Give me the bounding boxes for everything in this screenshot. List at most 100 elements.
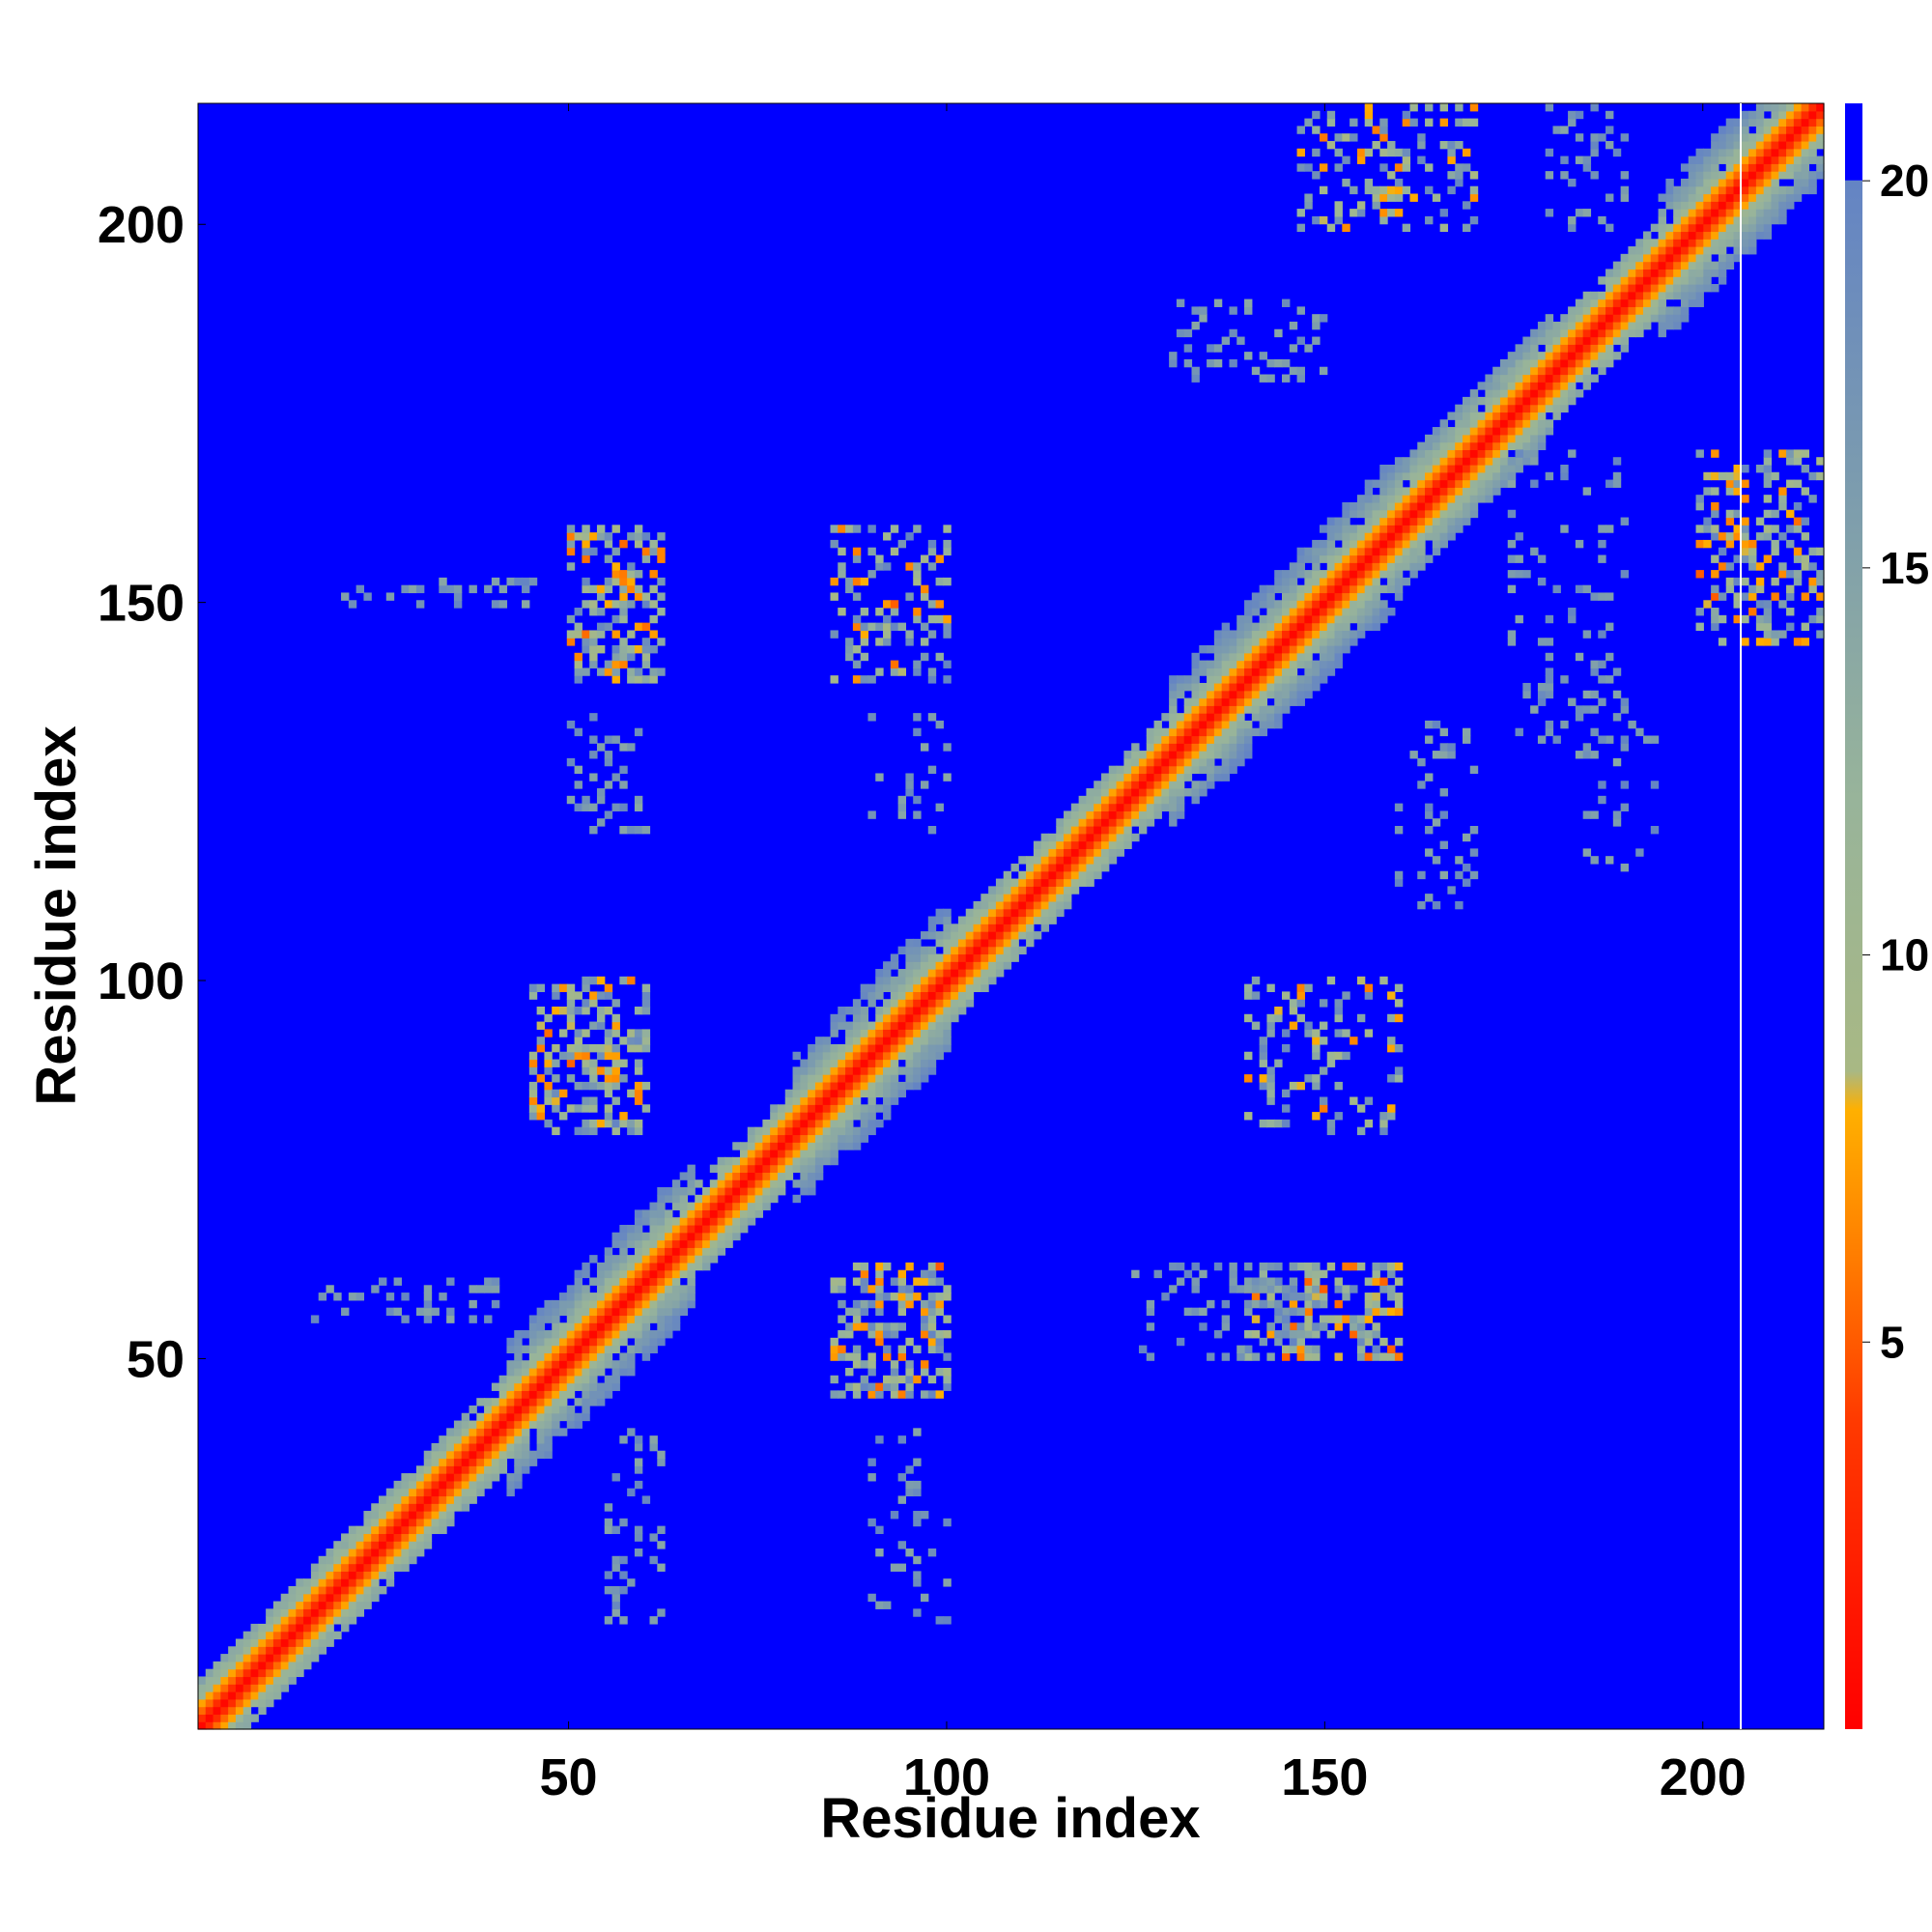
- heatmap-cell: [1191, 690, 1200, 699]
- heatmap-cell: [1289, 1293, 1298, 1301]
- heatmap-cell: [1086, 818, 1094, 827]
- heatmap-cell: [921, 1269, 929, 1279]
- heatmap-cell: [838, 1074, 846, 1083]
- heatmap-cell: [566, 539, 576, 549]
- heatmap-cell: [634, 1480, 643, 1490]
- heatmap-cell: [641, 592, 651, 601]
- heatmap-cell: [935, 991, 944, 1000]
- heatmap-cell: [1447, 140, 1456, 150]
- heatmap-cell: [845, 1307, 854, 1317]
- heatmap-cell: [1612, 328, 1622, 338]
- heatmap-cell: [1003, 938, 1012, 948]
- heatmap-cell: [1221, 705, 1231, 714]
- heatmap-cell: [957, 999, 967, 1008]
- heatmap-cell: [498, 1465, 508, 1474]
- heatmap-cell: [1590, 133, 1599, 142]
- heatmap-cell: [770, 1150, 779, 1158]
- heatmap-cell: [1070, 833, 1080, 842]
- heatmap-cell: [943, 1518, 952, 1527]
- heatmap-cell: [1417, 449, 1426, 458]
- heatmap-cell: [1289, 1262, 1298, 1271]
- heatmap-cell: [1153, 803, 1162, 812]
- heatmap-cell: [1153, 735, 1162, 744]
- heatmap-cell: [634, 1285, 643, 1293]
- heatmap-cell: [1425, 554, 1434, 563]
- heatmap-cell: [1289, 1337, 1298, 1347]
- heatmap-cell: [905, 562, 914, 571]
- heatmap-cell: [574, 660, 582, 668]
- heatmap-cell: [897, 1037, 907, 1045]
- heatmap-cell: [1590, 690, 1599, 699]
- heatmap-cell: [446, 1458, 455, 1466]
- heatmap-cell: [1161, 713, 1170, 722]
- heatmap-cell: [1658, 223, 1666, 233]
- heatmap-cell: [1763, 215, 1773, 225]
- heatmap-cell: [875, 1059, 884, 1067]
- heatmap-cell: [431, 1518, 440, 1527]
- heatmap-cell: [709, 1247, 719, 1256]
- heatmap-cell: [1379, 509, 1388, 519]
- heatmap-cell: [679, 1299, 689, 1309]
- heatmap-cell: [1718, 638, 1727, 646]
- heatmap-cell: [611, 600, 620, 609]
- heatmap-cell: [1537, 419, 1547, 428]
- heatmap-cell: [1221, 1322, 1231, 1331]
- heatmap-cell: [1221, 1299, 1231, 1309]
- heatmap-cell: [1763, 163, 1773, 172]
- heatmap-cell: [604, 1089, 613, 1098]
- heatmap-cell: [1425, 509, 1434, 519]
- heatmap-cell: [341, 1555, 350, 1565]
- heatmap-cell: [1010, 886, 1019, 895]
- heatmap-cell: [1244, 720, 1253, 729]
- heatmap-cell: [740, 1202, 749, 1210]
- heatmap-cell: [845, 1330, 854, 1339]
- heatmap-cell: [1590, 140, 1599, 150]
- heatmap-cell: [1695, 269, 1704, 277]
- heatmap-cell: [634, 1126, 643, 1136]
- heatmap-cell: [671, 1217, 681, 1226]
- heatmap-cell: [604, 1337, 613, 1347]
- heatmap-cell: [1086, 856, 1094, 865]
- heatmap-cell: [528, 1382, 538, 1391]
- heatmap-cell: [566, 1059, 576, 1067]
- heatmap-cell: [702, 1224, 711, 1234]
- heatmap-cell: [830, 1066, 838, 1075]
- heatmap-cell: [552, 1096, 560, 1105]
- heatmap-cell: [905, 532, 914, 541]
- heatmap-cell: [559, 1299, 568, 1309]
- heatmap-cell: [1560, 396, 1569, 406]
- heatmap-cell: [641, 1007, 651, 1015]
- heatmap-cell: [393, 1503, 402, 1512]
- heatmap-cell: [957, 983, 967, 993]
- heatmap-cell: [762, 1134, 771, 1143]
- heatmap-cell: [1094, 848, 1102, 857]
- heatmap-cell: [1350, 539, 1358, 549]
- heatmap-cell: [544, 1096, 553, 1105]
- heatmap-cell: [1048, 840, 1057, 849]
- heatmap-cell: [604, 584, 613, 594]
- heatmap-cell: [1612, 321, 1622, 330]
- heatmap-cell: [875, 1066, 884, 1075]
- heatmap-cell: [1545, 352, 1554, 360]
- heatmap-cell: [845, 1029, 854, 1037]
- heatmap-cell: [1387, 608, 1396, 616]
- heatmap-cell: [528, 1458, 538, 1466]
- heatmap-cell: [1312, 110, 1321, 120]
- heatmap-cell: [852, 1112, 862, 1121]
- heatmap-cell: [589, 999, 598, 1008]
- heatmap-cell: [296, 1661, 304, 1670]
- heatmap-cell: [1612, 261, 1622, 270]
- heatmap-cell: [1545, 404, 1554, 413]
- heatmap-cell: [1334, 570, 1343, 579]
- heatmap-cell: [897, 1051, 907, 1061]
- heatmap-cell: [611, 1021, 620, 1030]
- heatmap-cell: [423, 1495, 433, 1504]
- heatmap-cell: [679, 1209, 689, 1218]
- heatmap-cell: [1635, 321, 1644, 330]
- heatmap-cell: [536, 1043, 546, 1053]
- heatmap-cell: [1778, 126, 1787, 134]
- heatmap-cell: [461, 1435, 470, 1444]
- heatmap-cell: [627, 1126, 636, 1136]
- heatmap-cell: [649, 539, 658, 549]
- heatmap-cell: [905, 1013, 914, 1023]
